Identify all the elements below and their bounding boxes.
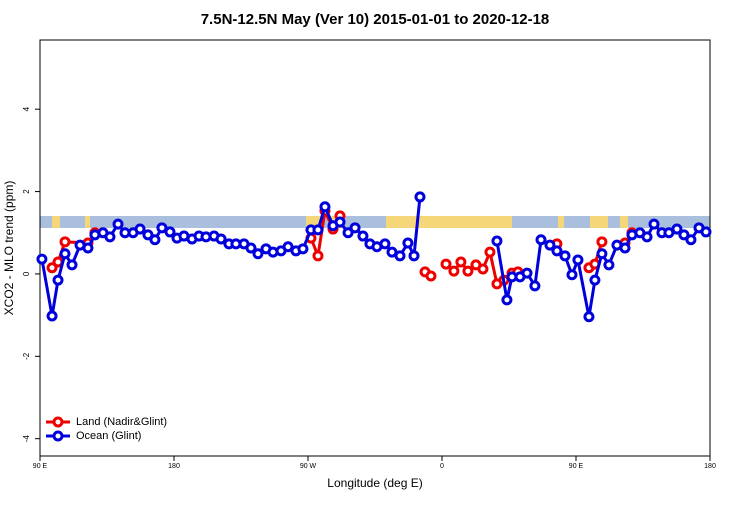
point xyxy=(462,265,474,277)
legend-marker xyxy=(52,430,64,442)
point xyxy=(448,265,460,277)
legend-label: Ocean (Glint) xyxy=(76,430,141,442)
point xyxy=(112,218,124,230)
point xyxy=(312,250,324,262)
land-patch xyxy=(620,216,628,228)
x-tick-label: 90 W xyxy=(300,463,317,470)
point xyxy=(603,259,615,271)
point xyxy=(82,242,94,254)
point xyxy=(252,248,264,260)
point xyxy=(408,250,420,262)
point xyxy=(678,229,690,241)
x-tick-label: 180 xyxy=(704,463,716,470)
point xyxy=(215,233,227,245)
point xyxy=(583,311,595,323)
point xyxy=(700,226,712,238)
point xyxy=(440,258,452,270)
land-patch xyxy=(590,216,608,228)
point xyxy=(156,222,168,234)
point xyxy=(52,274,64,286)
y-tick-label: 4 xyxy=(22,106,31,111)
point xyxy=(312,224,324,236)
point xyxy=(455,256,467,268)
point xyxy=(477,263,489,275)
point xyxy=(36,253,48,265)
point xyxy=(142,229,154,241)
legend-marker xyxy=(52,416,64,428)
point xyxy=(134,223,146,235)
point xyxy=(319,201,331,213)
x-tick-label: 90 E xyxy=(33,463,48,470)
y-tick-label: 0 xyxy=(22,271,31,276)
land-patch xyxy=(386,216,512,228)
y-axis-label: XCO2 - MLO trend (ppm) xyxy=(2,181,16,316)
point xyxy=(559,250,571,262)
point xyxy=(572,254,584,266)
land-patch xyxy=(85,216,90,228)
x-axis-label: Longitude (deg E) xyxy=(327,476,422,490)
point xyxy=(104,231,116,243)
point xyxy=(46,310,58,322)
point xyxy=(394,250,406,262)
y-tick-label: -4 xyxy=(22,435,31,443)
point xyxy=(529,280,541,292)
point xyxy=(425,270,437,282)
point xyxy=(342,227,354,239)
legend-label: Land (Nadir&Glint) xyxy=(76,416,167,428)
point xyxy=(566,269,578,281)
y-tick-label: 2 xyxy=(22,189,31,194)
y-tick-label: -2 xyxy=(22,352,31,360)
point xyxy=(334,216,346,228)
point xyxy=(357,230,369,242)
x-tick-label: 0 xyxy=(440,463,444,470)
point xyxy=(596,236,608,248)
point xyxy=(484,246,496,258)
point xyxy=(245,242,257,254)
land-ocean-strip xyxy=(40,216,710,228)
point xyxy=(402,237,414,249)
point xyxy=(164,226,176,238)
land-patch xyxy=(52,216,60,228)
x-tick-label: 90 E xyxy=(569,463,584,470)
point xyxy=(297,243,309,255)
point xyxy=(501,294,513,306)
point xyxy=(414,191,426,203)
ocean-strip xyxy=(40,216,710,228)
point xyxy=(648,218,660,230)
x-tick-label: 180 xyxy=(168,463,180,470)
point xyxy=(59,248,71,260)
point xyxy=(66,259,78,271)
point xyxy=(535,234,547,246)
point xyxy=(619,242,631,254)
point xyxy=(671,223,683,235)
point xyxy=(282,241,294,253)
point xyxy=(379,238,391,250)
point xyxy=(596,248,608,260)
point xyxy=(589,274,601,286)
point xyxy=(349,222,361,234)
point xyxy=(59,236,71,248)
point xyxy=(551,245,563,257)
chart-title: 7.5N-12.5N May (Ver 10) 2015-01-01 to 20… xyxy=(201,11,550,28)
point xyxy=(685,234,697,246)
point xyxy=(149,234,161,246)
point xyxy=(544,239,556,251)
land-patch xyxy=(558,216,564,228)
point xyxy=(521,267,533,279)
point xyxy=(491,235,503,247)
point xyxy=(641,231,653,243)
plot-frame xyxy=(39,39,711,457)
